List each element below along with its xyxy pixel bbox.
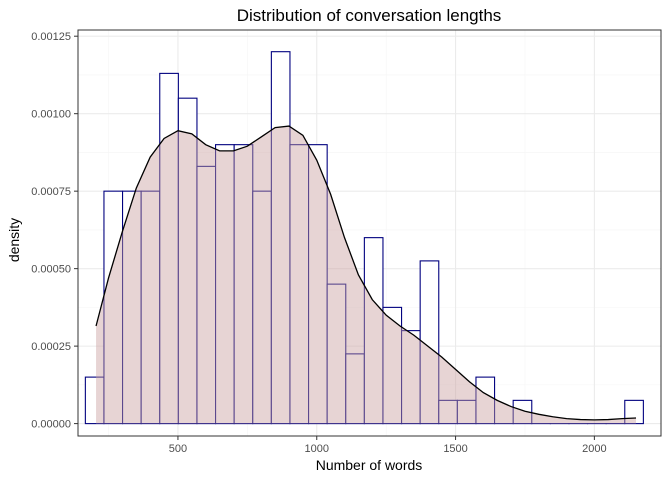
density-area — [96, 126, 637, 424]
x-tick-label: 500 — [169, 443, 187, 455]
histogram-bar — [512, 399, 533, 425]
density-line — [95, 125, 637, 421]
y-tick-label: 0.00125 — [31, 31, 71, 43]
x-tick-label: 1000 — [305, 443, 329, 455]
y-tick-label: 0.00050 — [31, 264, 71, 276]
y-tick-label: 0.00025 — [31, 341, 71, 353]
histogram-bar — [419, 260, 440, 425]
y-tick-label: 0.00000 — [31, 419, 71, 431]
x-axis-label: Number of words — [316, 457, 423, 473]
y-axis-label: density — [6, 218, 22, 262]
bars-layer — [84, 51, 644, 425]
panel-border — [77, 29, 662, 437]
y-tick-label: 0.00100 — [31, 109, 71, 121]
histogram-bar — [475, 376, 496, 425]
chart-title: Distribution of conversation lengths — [237, 6, 502, 25]
x-tick-label: 1500 — [443, 443, 467, 455]
y-tick-label: 0.00075 — [31, 186, 71, 198]
x-tick-label: 2000 — [582, 443, 606, 455]
density-layer — [95, 125, 637, 424]
ticks-layer: 500 1000 1500 2000 0.00000 0.00025 0.00050 0.00… — [31, 31, 606, 455]
